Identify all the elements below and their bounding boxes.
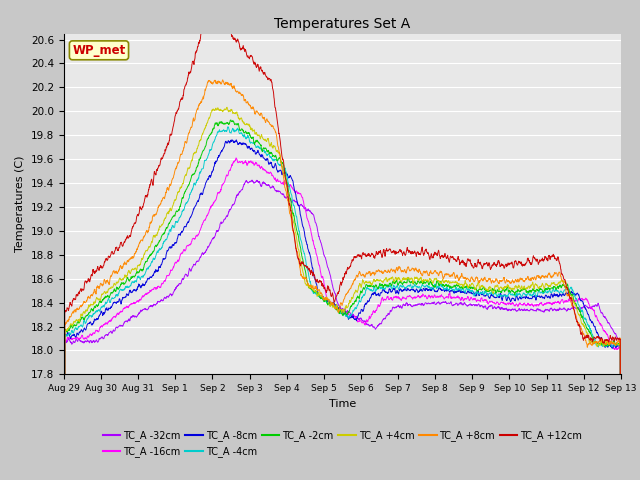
Y-axis label: Temperatures (C): Temperatures (C) (15, 156, 26, 252)
Legend: TC_A -32cm, TC_A -16cm, TC_A -8cm, TC_A -4cm, TC_A -2cm, TC_A +4cm, TC_A +8cm, T: TC_A -32cm, TC_A -16cm, TC_A -8cm, TC_A … (102, 431, 582, 457)
Title: Temperatures Set A: Temperatures Set A (275, 17, 410, 31)
X-axis label: Time: Time (329, 399, 356, 408)
Text: WP_met: WP_met (72, 44, 125, 57)
